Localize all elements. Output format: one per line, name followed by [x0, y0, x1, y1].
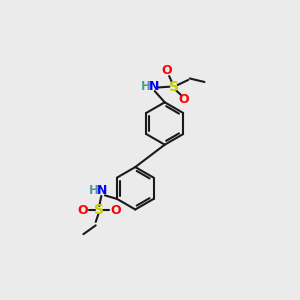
Text: N: N: [97, 184, 107, 197]
Text: N: N: [148, 80, 159, 93]
Text: H: H: [141, 80, 151, 93]
Text: H: H: [89, 184, 99, 197]
Text: O: O: [161, 64, 172, 77]
Text: S: S: [94, 203, 104, 217]
Text: O: O: [178, 93, 189, 106]
Text: O: O: [110, 204, 121, 217]
Text: O: O: [77, 204, 88, 217]
Text: S: S: [169, 80, 178, 94]
